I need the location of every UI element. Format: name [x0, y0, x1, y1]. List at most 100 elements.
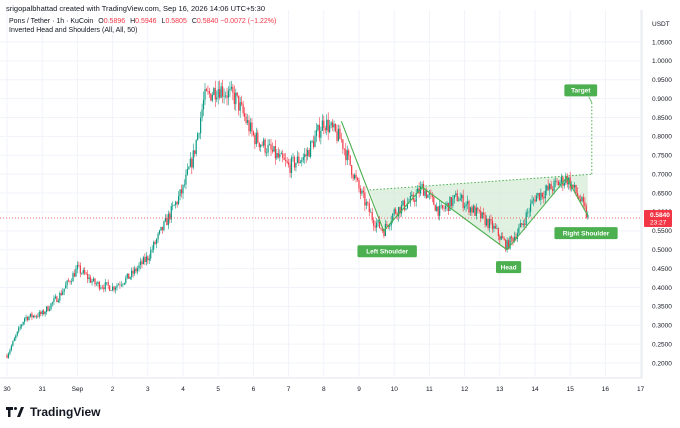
- candle-down: [339, 128, 341, 139]
- candle-down: [371, 212, 373, 221]
- candle-up: [549, 183, 551, 190]
- candle-down: [378, 219, 381, 229]
- candle-up: [267, 144, 269, 153]
- symbol-label[interactable]: Pons / Tether · 1h · KuCoin: [9, 18, 94, 25]
- x-tick-label: 8: [322, 386, 326, 393]
- y-tick-label: 0.4500: [652, 266, 672, 273]
- candle-down: [351, 165, 353, 176]
- candle-up: [326, 119, 328, 131]
- candle-up: [398, 207, 400, 217]
- y-tick-label: 1.0000: [652, 58, 672, 65]
- candle-up: [200, 118, 202, 134]
- candle-down: [180, 189, 183, 194]
- tradingview-logo[interactable]: TradingView: [6, 405, 100, 419]
- candle-up: [295, 162, 297, 168]
- candle-up: [390, 221, 392, 226]
- candle-up: [170, 206, 172, 220]
- candle-up: [192, 150, 194, 168]
- candle-up: [48, 309, 51, 311]
- candle-up: [273, 146, 275, 152]
- candle-down: [282, 153, 284, 158]
- candle-up: [10, 345, 12, 351]
- candle-down: [210, 93, 212, 101]
- close-value: 0.5840: [196, 18, 219, 25]
- candle-up: [459, 198, 461, 201]
- candle-down: [166, 217, 168, 226]
- price-axis[interactable]: USDT 1.0500 1.0000 0.9500 0.9000 0.8500 0.8000…: [644, 21, 672, 367]
- candle-up: [518, 227, 520, 234]
- candle-up: [229, 88, 231, 91]
- symbol-legend: Pons / Tether · 1h · KuCoin O0.5896 H0.5…: [9, 17, 276, 27]
- candle-down: [480, 210, 482, 219]
- candle-down: [538, 193, 540, 200]
- candle-up: [57, 300, 59, 303]
- candle-up: [453, 194, 455, 199]
- candle-down: [238, 95, 240, 111]
- candle-up: [175, 201, 177, 206]
- candle-down: [69, 281, 71, 283]
- candle-up: [370, 212, 372, 213]
- close-key: C: [191, 18, 197, 25]
- candle-up: [439, 205, 441, 216]
- candle-up: [276, 153, 278, 159]
- candle-down: [327, 119, 329, 133]
- pattern-labels: Left Shoulder Head Right Shoulder Target: [357, 84, 618, 274]
- candle-down: [395, 209, 397, 214]
- candle-down: [355, 174, 357, 178]
- candle-up: [574, 185, 576, 188]
- candle-down: [443, 208, 445, 209]
- candle-up: [138, 265, 140, 269]
- candle-up: [12, 341, 14, 346]
- candle-up: [142, 257, 144, 265]
- candle-up: [110, 290, 112, 292]
- candle-down: [241, 102, 243, 105]
- candle-down: [334, 124, 337, 132]
- candle-up: [178, 196, 180, 204]
- candle-up: [376, 222, 378, 228]
- candle-up: [195, 140, 197, 154]
- pattern-fill: [369, 174, 588, 250]
- candle-down: [502, 236, 504, 239]
- candle-down: [578, 196, 580, 200]
- indicator-label[interactable]: Inverted Head and Shoulders (All, All, 5…: [9, 27, 138, 34]
- candle-up: [66, 280, 68, 286]
- candle-down: [552, 189, 554, 191]
- candle-down: [161, 226, 164, 231]
- last-price-tag[interactable]: [644, 209, 672, 227]
- pattern-lines: [0, 96, 642, 251]
- candle-up: [337, 128, 340, 141]
- candle-up: [472, 206, 474, 213]
- candle-down: [374, 225, 376, 228]
- candle-down: [261, 144, 263, 146]
- candle-down: [176, 201, 178, 204]
- candle-up: [25, 316, 27, 319]
- candle-up: [307, 150, 309, 156]
- candle-down: [312, 141, 315, 148]
- candle-up: [91, 281, 93, 283]
- time-axis[interactable]: 30 31 Sep 2 3 4 5 6 7 8 9 10 11 12 13 14 15 16 17: [3, 386, 644, 393]
- candle-down: [107, 282, 109, 286]
- candle-up: [465, 203, 467, 207]
- candle-down: [490, 219, 492, 221]
- candle-down: [491, 220, 494, 229]
- candle-down: [244, 113, 246, 117]
- candle-up: [415, 193, 417, 202]
- pattern-label: Left Shoulder: [366, 249, 408, 256]
- candle-down: [248, 120, 250, 132]
- candle-down: [349, 155, 351, 166]
- candle-up: [198, 133, 200, 134]
- candle-up: [63, 288, 65, 292]
- candle-up: [24, 318, 26, 322]
- candle-down: [98, 282, 100, 289]
- candle-up: [114, 287, 117, 290]
- candle-up: [179, 189, 181, 197]
- candle-down: [194, 150, 196, 154]
- candle-down: [56, 296, 58, 303]
- candle-down: [277, 153, 279, 158]
- candle-up: [54, 296, 56, 299]
- candle-up: [519, 223, 521, 228]
- candle-up: [189, 158, 191, 168]
- candle-down: [572, 184, 574, 188]
- candle-up: [329, 125, 331, 133]
